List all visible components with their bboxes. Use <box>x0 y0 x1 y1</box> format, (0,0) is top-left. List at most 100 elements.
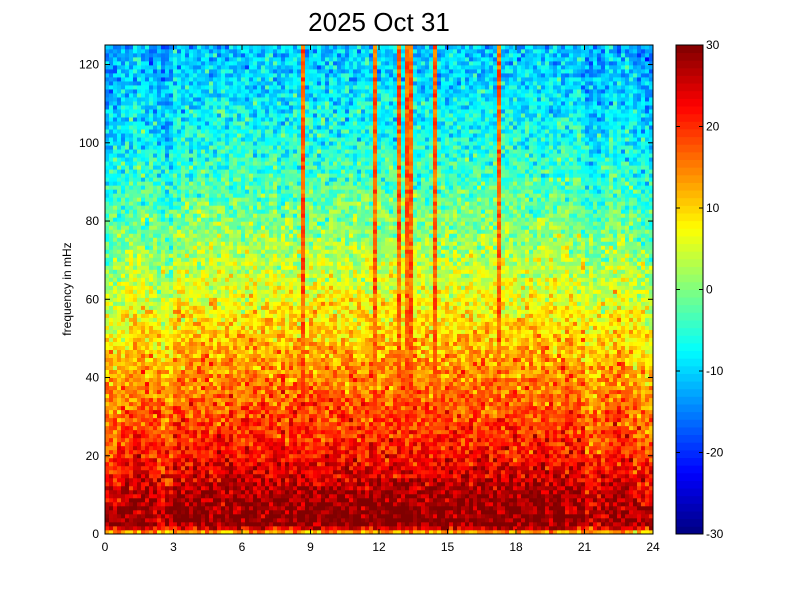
heatmap-cell <box>517 501 522 507</box>
heatmap-cell <box>441 421 446 427</box>
heatmap-cell <box>477 421 482 427</box>
heatmap-cell <box>201 521 206 527</box>
heatmap-cell <box>357 421 362 427</box>
heatmap-cell <box>433 493 438 499</box>
heatmap-cell <box>193 425 198 431</box>
heatmap-cell <box>541 493 546 499</box>
heatmap-cell <box>229 437 234 443</box>
heatmap-cell <box>309 429 314 435</box>
heatmap-cell <box>537 521 542 527</box>
heatmap-cell <box>349 465 354 471</box>
heatmap-cell <box>405 401 410 407</box>
heatmap-cell <box>637 493 642 499</box>
heatmap-cell <box>525 465 530 471</box>
heatmap-cell <box>429 405 434 411</box>
heatmap-cell <box>561 409 566 415</box>
heatmap-cell <box>353 505 358 511</box>
heatmap-cell <box>593 493 598 499</box>
heatmap-cell <box>149 481 154 487</box>
heatmap-cell <box>189 405 194 411</box>
heatmap-cell <box>493 409 498 415</box>
heatmap-cell <box>585 405 590 411</box>
heatmap-cell <box>253 461 258 467</box>
heatmap-cell <box>549 517 554 523</box>
heatmap-cell <box>445 501 450 507</box>
heatmap-cell <box>141 457 146 463</box>
heatmap-cell <box>141 525 146 531</box>
heatmap-cell <box>353 525 358 531</box>
heatmap-cell <box>493 521 498 527</box>
heatmap-cell <box>185 465 190 471</box>
heatmap-cell <box>333 461 338 467</box>
heatmap-cell <box>477 413 482 419</box>
heatmap-cell <box>593 481 598 487</box>
heatmap-cell <box>625 493 630 499</box>
heatmap-cell <box>525 501 530 507</box>
heatmap-cell <box>557 517 562 523</box>
heatmap-cell <box>261 413 266 419</box>
heatmap-cell <box>281 521 286 527</box>
heatmap-cell <box>329 513 334 519</box>
heatmap-cell <box>525 413 530 419</box>
heatmap-cell <box>373 429 378 435</box>
heatmap-cell <box>501 513 506 519</box>
heatmap-cell <box>409 529 414 535</box>
heatmap-cell <box>189 457 194 463</box>
heatmap-cell <box>149 449 154 455</box>
heatmap-cell <box>201 501 206 507</box>
heatmap-cell <box>413 397 418 403</box>
heatmap-cell <box>149 485 154 491</box>
heatmap-cell <box>549 509 554 515</box>
heatmap-cell <box>329 485 334 491</box>
heatmap-cell <box>297 405 302 411</box>
heatmap-cell <box>545 525 550 531</box>
heatmap-cell <box>345 401 350 407</box>
heatmap-cell <box>105 493 110 499</box>
heatmap-cell <box>649 473 654 479</box>
heatmap-cell <box>209 413 214 419</box>
heatmap-cell <box>465 393 470 399</box>
heatmap-cell <box>269 413 274 419</box>
heatmap-cell <box>577 465 582 471</box>
heatmap-cell <box>557 449 562 455</box>
heatmap-cell <box>601 389 606 395</box>
heatmap-cell <box>477 485 482 491</box>
heatmap-cell <box>161 429 166 435</box>
heatmap-cell <box>485 485 490 491</box>
heatmap-cell <box>393 389 398 395</box>
heatmap-cell <box>569 473 574 479</box>
heatmap-cell <box>353 397 358 403</box>
heatmap-cell <box>493 513 498 519</box>
heatmap-cell <box>501 445 506 451</box>
heatmap-cell <box>365 521 370 527</box>
heatmap-cell <box>165 401 170 407</box>
heatmap-cell <box>601 473 606 479</box>
heatmap-cell <box>261 465 266 471</box>
heatmap-cell <box>609 497 614 503</box>
heatmap-cell <box>345 441 350 447</box>
heatmap-cell <box>273 513 278 519</box>
heatmap-cell <box>157 441 162 447</box>
heatmap-cell <box>281 441 286 447</box>
heatmap-cell <box>485 465 490 471</box>
heatmap-cell <box>289 473 294 479</box>
heatmap-cell <box>489 405 494 411</box>
heatmap-cell <box>417 501 422 507</box>
heatmap-cell <box>133 397 138 403</box>
heatmap-cell <box>193 489 198 495</box>
heatmap-cell <box>349 457 354 463</box>
heatmap-cell <box>545 485 550 491</box>
heatmap-cell <box>277 517 282 523</box>
heatmap-cell <box>261 405 266 411</box>
heatmap-cell <box>513 521 518 527</box>
heatmap-cell <box>633 517 638 523</box>
heatmap-cell <box>337 417 342 423</box>
heatmap-cell <box>617 425 622 431</box>
heatmap-cell <box>201 517 206 523</box>
heatmap-cell <box>517 509 522 515</box>
heatmap-cell <box>369 417 374 423</box>
heatmap-cell <box>137 461 142 467</box>
heatmap-cell <box>277 525 282 531</box>
heatmap-cell <box>133 441 138 447</box>
heatmap-cell <box>489 461 494 467</box>
